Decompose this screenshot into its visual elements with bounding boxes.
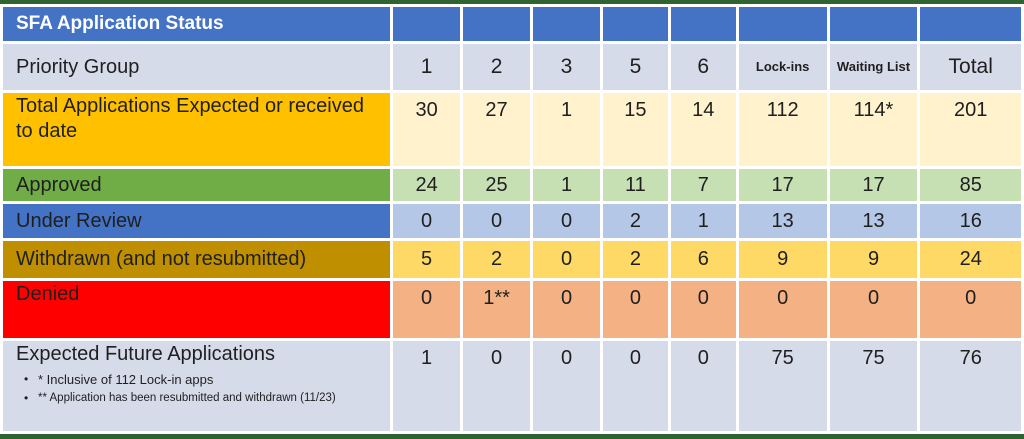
value-cell: 112: [738, 93, 827, 166]
value-cell: 27: [463, 93, 531, 166]
title-row-empty-cell: [533, 7, 600, 41]
value-cell: 0: [393, 204, 461, 238]
table-title-row: SFA Application Status: [3, 7, 1021, 41]
value-cell: 0: [738, 281, 827, 338]
column-header: 1: [393, 44, 461, 90]
title-row-empty-cell: [602, 7, 668, 41]
column-header: Total: [920, 44, 1021, 90]
value-cell: 11: [602, 169, 668, 201]
value-cell: 14: [670, 93, 736, 166]
column-header: 6: [670, 44, 736, 90]
value-cell: 0: [602, 281, 668, 338]
footnote-item: * Inclusive of 112 Lock-in apps: [22, 372, 382, 389]
value-cell: 6: [670, 241, 736, 278]
status-table: SFA Application Status Priority Group 1 2 3 5…: [0, 4, 1024, 434]
column-header: Waiting List: [829, 44, 918, 90]
row-label-text: Withdrawn (and not resubmitted): [16, 248, 307, 270]
value-cell: 1: [533, 169, 600, 201]
value-cell: 15: [602, 93, 668, 166]
value-cell: 75: [738, 341, 827, 431]
row-label: Under Review: [3, 204, 391, 238]
column-header: 2: [463, 44, 531, 90]
value-cell: 9: [738, 241, 827, 278]
table-row: Approved 24 25 1 11 7 17 17 85: [3, 169, 1021, 201]
table-row: Total Applications Expected or received …: [3, 93, 1021, 166]
value-cell: 24: [393, 169, 461, 201]
value-cell: 13: [738, 204, 827, 238]
table-row: Withdrawn (and not resubmitted) 5 2 0 2 6 9 9 24: [3, 241, 1021, 278]
value-cell: 0: [533, 204, 600, 238]
table-row: Expected Future Applications * Inclusive …: [3, 341, 1021, 431]
value-cell: 0: [533, 281, 600, 338]
table-row: Denied 0 1** 0 0 0 0 0 0: [3, 281, 1021, 338]
value-cell: 25: [463, 169, 531, 201]
value-cell: 0: [829, 281, 918, 338]
column-header: 3: [533, 44, 600, 90]
row-label-text: Approved: [16, 173, 102, 196]
title-row-empty-cell: [738, 7, 827, 41]
footnote-item: ** Application has been resubmitted and …: [22, 391, 382, 407]
title-row-empty-cell: [829, 7, 918, 41]
column-header: Lock-ins: [738, 44, 827, 90]
value-cell: 0: [670, 341, 736, 431]
title-row-empty-cell: [920, 7, 1021, 41]
value-cell: 2: [463, 241, 531, 278]
value-cell: 75: [829, 341, 918, 431]
value-cell: 201: [920, 93, 1021, 166]
row-label-text: Denied: [16, 283, 80, 305]
value-cell: 0: [463, 341, 531, 431]
value-cell: 0: [463, 204, 531, 238]
value-cell: 1**: [463, 281, 531, 338]
value-cell: 0: [670, 281, 736, 338]
value-cell: 16: [920, 204, 1021, 238]
title-row-empty-cell: [670, 7, 736, 41]
value-cell: 114*: [829, 93, 918, 166]
value-cell: 17: [738, 169, 827, 201]
footnote-list: * Inclusive of 112 Lock-in apps ** Applic…: [16, 372, 382, 406]
value-cell: 1: [670, 204, 736, 238]
value-cell: 0: [602, 341, 668, 431]
row-label: Expected Future Applications * Inclusive …: [3, 341, 391, 431]
page-title: SFA Application Status: [3, 7, 391, 41]
row-label-text: Total Applications Expected or received …: [16, 95, 364, 142]
value-cell: 2: [602, 204, 668, 238]
title-row-empty-cell: [393, 7, 461, 41]
value-cell: 0: [533, 241, 600, 278]
table-row: Under Review 0 0 0 2 1 13 13 16: [3, 204, 1021, 238]
value-cell: 2: [602, 241, 668, 278]
value-cell: 1: [393, 341, 461, 431]
value-cell: 0: [393, 281, 461, 338]
row-label: Denied: [3, 281, 391, 338]
value-cell: 13: [829, 204, 918, 238]
row-header-label: Priority Group: [3, 44, 391, 90]
value-cell: 76: [920, 341, 1021, 431]
value-cell: 9: [829, 241, 918, 278]
value-cell: 24: [920, 241, 1021, 278]
value-cell: 0: [533, 341, 600, 431]
value-cell: 1: [533, 93, 600, 166]
value-cell: 5: [393, 241, 461, 278]
value-cell: 17: [829, 169, 918, 201]
row-label: Total Applications Expected or received …: [3, 93, 391, 166]
value-cell: 30: [393, 93, 461, 166]
value-cell: 0: [920, 281, 1021, 338]
column-header: 5: [602, 44, 668, 90]
row-label: Approved: [3, 169, 391, 201]
column-header-row: Priority Group 1 2 3 5 6 Lock-ins Waiting List T…: [3, 44, 1021, 90]
value-cell: 7: [670, 169, 736, 201]
title-row-empty-cell: [463, 7, 531, 41]
row-label-text: Under Review: [16, 209, 142, 232]
row-label: Withdrawn (and not resubmitted): [3, 241, 391, 278]
row-label-text: Expected Future Applications: [16, 343, 276, 365]
value-cell: 85: [920, 169, 1021, 201]
